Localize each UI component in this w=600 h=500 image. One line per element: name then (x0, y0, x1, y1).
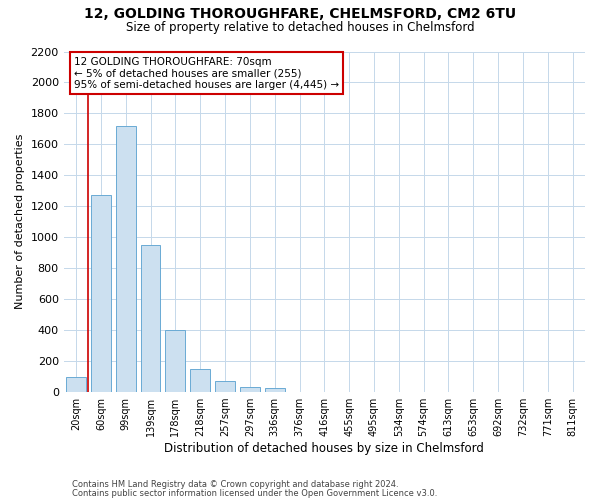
Text: Contains HM Land Registry data © Crown copyright and database right 2024.: Contains HM Land Registry data © Crown c… (72, 480, 398, 489)
Bar (265, 388, 284, 392)
Bar (66, 376, 86, 392)
Y-axis label: Number of detached properties: Number of detached properties (15, 134, 25, 310)
Text: 12 GOLDING THOROUGHFARE: 70sqm
← 5% of detached houses are smaller (255)
95% of : 12 GOLDING THOROUGHFARE: 70sqm ← 5% of d… (74, 56, 339, 90)
Bar (215, 381, 235, 392)
Bar (190, 369, 210, 392)
Text: 12, GOLDING THOROUGHFARE, CHELMSFORD, CM2 6TU: 12, GOLDING THOROUGHFARE, CHELMSFORD, CM… (84, 8, 516, 22)
Bar (91, 196, 111, 392)
Bar (166, 330, 185, 392)
Bar (240, 386, 260, 392)
Text: Contains public sector information licensed under the Open Government Licence v3: Contains public sector information licen… (72, 488, 437, 498)
Bar (140, 245, 160, 392)
Text: Size of property relative to detached houses in Chelmsford: Size of property relative to detached ho… (125, 21, 475, 34)
Bar (116, 126, 136, 392)
X-axis label: Distribution of detached houses by size in Chelmsford: Distribution of detached houses by size … (164, 442, 484, 455)
